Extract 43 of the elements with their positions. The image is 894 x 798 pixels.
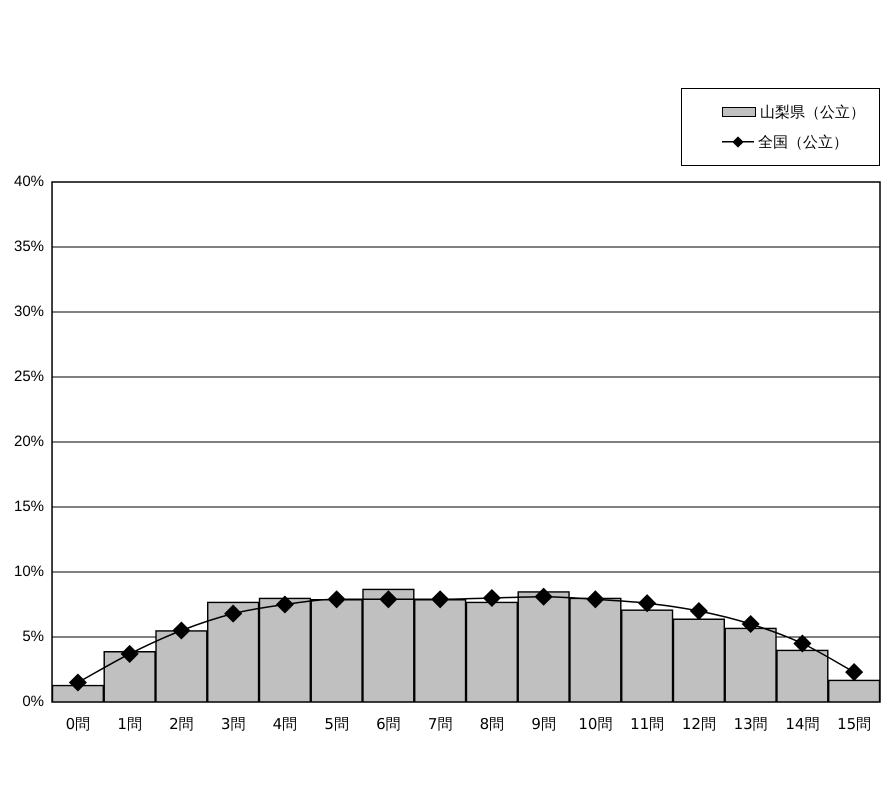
x-tick-label: 9問: [531, 714, 556, 733]
x-tick-label: 3問: [220, 714, 246, 733]
x-tick-label: 6問: [376, 714, 401, 733]
x-tick-label: 0問: [66, 714, 90, 733]
point: [845, 663, 863, 681]
y-tick-label: 40%: [14, 173, 44, 190]
y-tick-label: 20%: [14, 433, 44, 450]
y-tick-label: 35%: [14, 238, 44, 256]
point: [483, 589, 501, 607]
point: [172, 622, 190, 640]
point: [742, 615, 760, 633]
y-tick-label: 0%: [22, 693, 44, 710]
point: [120, 645, 138, 663]
y-tick-label: 15%: [14, 498, 44, 516]
legend-label: 山梨県（公立）: [760, 102, 865, 123]
x-tick-label: 8問: [480, 714, 504, 733]
point: [794, 634, 812, 652]
x-tick-label: 10問: [578, 714, 612, 733]
x-tick-label: 7問: [428, 714, 452, 733]
x-tick-label: 13問: [734, 714, 768, 733]
point: [534, 588, 552, 606]
point: [638, 594, 656, 612]
x-tick-label: 12問: [682, 714, 716, 733]
point: [224, 604, 242, 622]
x-tick-label: 4問: [272, 714, 298, 733]
point: [69, 674, 87, 692]
point: [276, 596, 294, 614]
x-tick-label: 2問: [169, 714, 194, 733]
y-tick-label: 5%: [22, 628, 44, 646]
x-tick-label: 5問: [324, 714, 349, 733]
x-tick-label: 14問: [785, 714, 820, 733]
point: [586, 590, 604, 608]
legend-label: 全国（公立）: [758, 132, 848, 153]
y-tick-label: 30%: [14, 303, 44, 320]
x-tick-label: 1問: [117, 714, 142, 733]
x-tick-label: 15問: [837, 714, 872, 733]
point: [431, 590, 449, 608]
x-tick-label: 11問: [630, 714, 664, 733]
point: [328, 590, 346, 608]
point: [690, 602, 708, 620]
y-tick-label: 10%: [14, 563, 44, 580]
y-tick-label: 25%: [14, 368, 44, 386]
point: [380, 590, 398, 608]
